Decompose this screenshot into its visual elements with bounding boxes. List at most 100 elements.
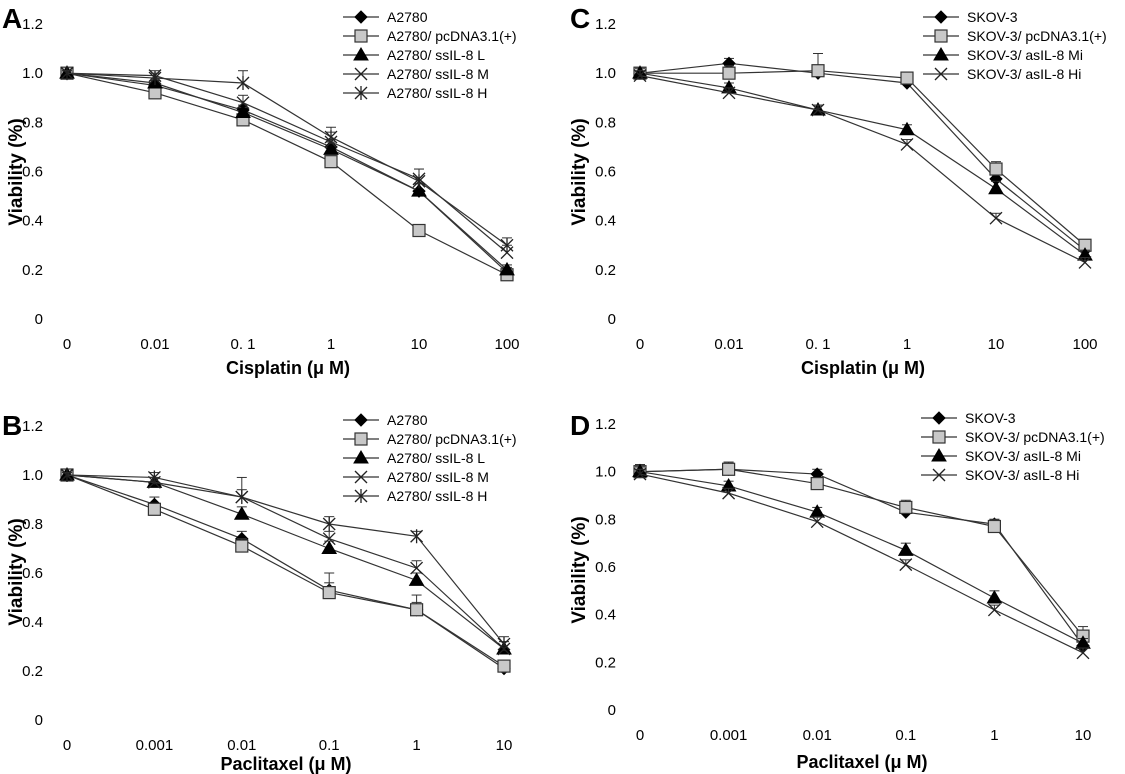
panel-B-series-2-point xyxy=(321,540,338,554)
panel-C-series-2-point xyxy=(988,180,1004,195)
panel-D-legend-marker xyxy=(932,430,946,444)
panel-C-series-3 xyxy=(633,69,1092,269)
panel-A-legend-label: A2780/ ssIL-8 M xyxy=(387,66,489,82)
panel-C-legend-marker xyxy=(934,10,948,24)
panel-C-legend-marker xyxy=(934,29,948,43)
panel-D-series-2-point xyxy=(986,589,1003,604)
panel-D-ytick-label: 1.2 xyxy=(595,416,616,433)
panel-B-series-3-error-bar xyxy=(411,560,422,569)
panel-C-ytick-label: 0.6 xyxy=(595,164,616,181)
panel-A-letter: A xyxy=(2,3,22,34)
panel-B-legend-label: A2780/ pcDNA3.1(+) xyxy=(387,431,517,447)
panel-C-series-2-line xyxy=(639,72,1086,256)
panel-B-letter: B xyxy=(2,410,22,441)
panel-A-ytick-label: 0.8 xyxy=(22,114,43,131)
panel-C-xtick-label: 1 xyxy=(903,336,911,353)
panel-D-series-3-point xyxy=(722,486,736,500)
panel-A-legend-marker xyxy=(353,47,369,61)
panel-B-series-1-point xyxy=(410,603,424,617)
panel-B-series-4 xyxy=(60,468,511,652)
panel-B-series-3-error-bar xyxy=(324,530,335,539)
panel-D-series-2-line xyxy=(639,471,1084,644)
panel-B-legend-marker xyxy=(354,432,368,446)
panel-D-series-3-point xyxy=(633,467,647,481)
panel-C-ytick-label: 1.2 xyxy=(595,16,616,33)
panel-D-xtick-label: 10 xyxy=(1075,727,1092,744)
panel-A-series-4-point xyxy=(500,238,514,253)
panel-A-legend-marker xyxy=(354,29,368,43)
panel-B-legend-label: A2780/ ssIL-8 H xyxy=(387,488,487,504)
panel-A-series-0-line xyxy=(66,72,508,273)
panel-B-series-1-line xyxy=(66,474,505,667)
panel-C-ytick-label: 0.4 xyxy=(595,213,616,230)
panel-B-legend: A2780 A2780/ pcDNA3.1(+) A2780/ ssIL-8 L A2… xyxy=(343,412,517,504)
panel-D-ytick-label: 1.0 xyxy=(595,464,616,481)
panel-A-series-3-point xyxy=(236,96,250,110)
panel-C-xtick-label: 10 xyxy=(988,336,1005,353)
panel-B-series-2-point xyxy=(408,572,425,586)
panel-A-series-4-point xyxy=(324,130,338,145)
panel-A-series-4-line xyxy=(66,72,508,246)
panel-D-series-3-line xyxy=(639,473,1084,654)
panel-B-ytick-label: 0 xyxy=(35,712,43,729)
panel-D-series-3-point xyxy=(1076,646,1090,660)
panel-C-series-2-point xyxy=(899,121,915,136)
panel-B-xtick-label: 0 xyxy=(63,737,71,754)
panel-A-xtick-label: 0 xyxy=(63,336,71,353)
panel-A-ytick-label: 0.6 xyxy=(22,164,43,181)
panel-D-y-axis-title: Viability (%) xyxy=(569,516,590,623)
panel-D-ytick-label: 0.8 xyxy=(595,511,616,528)
panel-D-series-1-line xyxy=(639,468,1084,637)
panel-A-series-4-point xyxy=(412,174,426,189)
panel-C-xtick-label: 100 xyxy=(1072,336,1097,353)
panel-B-series-4-point xyxy=(410,529,424,544)
panel-B-xtick-label: 10 xyxy=(496,737,513,754)
panel-A-series-2-point xyxy=(499,261,515,276)
panel-A-legend-label: A2780/ pcDNA3.1(+) xyxy=(387,28,517,44)
panel-B-ytick-label: 1.0 xyxy=(22,467,43,484)
panel-B-series-4-point xyxy=(322,517,336,531)
panel-C-legend-marker xyxy=(934,67,948,81)
panel-C-ytick-label: 0.8 xyxy=(595,114,616,131)
panel-C-series-1-line xyxy=(640,70,1086,246)
panel-C-series-1-point xyxy=(811,64,825,78)
panel-D-legend-label: SKOV-3/ asIL-8 Hi xyxy=(965,467,1079,483)
panel-A-ytick-label: 0.4 xyxy=(22,213,43,230)
panel-A-series-2-point xyxy=(235,104,251,118)
panel-D-series-3-point xyxy=(987,603,1001,617)
panel-A-series-2-point xyxy=(323,141,339,155)
panel-B-legend-marker xyxy=(353,450,369,464)
panel-A-xtick-label: 0. 1 xyxy=(230,336,255,353)
panel-D-xtick-label: 0.01 xyxy=(803,727,832,744)
panel-C-legend-label: SKOV-3 xyxy=(967,9,1018,25)
panel-D-legend-marker xyxy=(932,411,946,425)
panel-C-legend-label: SKOV-3/ asIL-8 Mi xyxy=(967,47,1083,63)
panel-A-series-4 xyxy=(60,66,514,253)
panel-C-xtick-label: 0.01 xyxy=(714,336,743,353)
panel-C: C 0 0.2 0.4 0.6 0.8 1.0 1.2 0 0.01 0. 1 1 10 100 Cispl… xyxy=(569,3,1107,378)
panel-C-series-3-point xyxy=(1078,255,1092,269)
panel-B-series-1-point xyxy=(322,585,336,600)
panel-D-series-1-point xyxy=(721,462,736,476)
panel-A-y-axis-title: Viability (%) xyxy=(6,118,27,225)
panel-A-legend-marker xyxy=(354,67,368,81)
panel-D-letter: D xyxy=(570,410,590,441)
panel-A-legend-label: A2780/ ssIL-8 L xyxy=(387,47,485,63)
panel-D-series-1-point xyxy=(987,519,1002,534)
panel-B-ytick-label: 0.4 xyxy=(22,614,43,631)
panel-D-series-3 xyxy=(633,467,1090,660)
panel-A-legend-label: A2780 xyxy=(387,9,428,25)
panel-D-xtick-label: 0 xyxy=(636,727,644,744)
panel-D-series-1 xyxy=(633,461,1090,643)
panel-D-series-2 xyxy=(632,463,1091,649)
panel-D-series-3-point xyxy=(899,558,913,572)
panel-C-series-3-point xyxy=(900,137,914,151)
panel-A-series-1-point xyxy=(148,86,162,100)
panel-A-series-1-point xyxy=(324,155,338,169)
panel-D-x-axis-title: Paclitaxel (μ M) xyxy=(796,752,927,772)
panel-D-xtick-label: 1 xyxy=(990,727,998,744)
panel-B-series-1-point xyxy=(147,502,161,516)
panel-B: B 0 0.2 0.4 0.6 0.8 1.0 1.2 0 0.001 0.01 0.1 1 10 Pacl… xyxy=(2,410,517,774)
panel-B-series-2-point xyxy=(233,506,250,520)
